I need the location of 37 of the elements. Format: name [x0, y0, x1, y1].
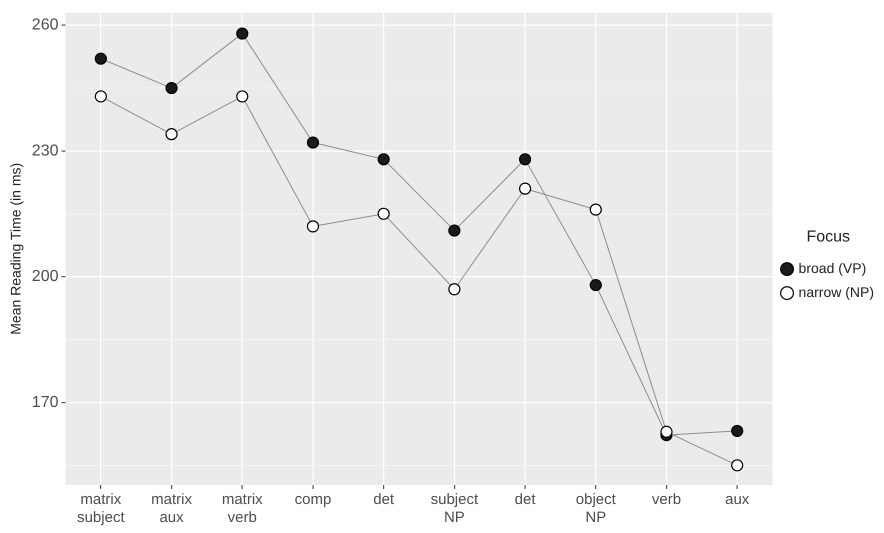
point [731, 424, 744, 438]
point [590, 204, 602, 216]
x-tick-label: subject NP [430, 491, 479, 526]
legend-label: broad (VP) [798, 260, 866, 276]
x-tick-label: aux [725, 491, 750, 508]
point [94, 90, 107, 103]
point [590, 278, 602, 292]
point [236, 27, 248, 40]
point [306, 220, 320, 232]
point [518, 153, 532, 166]
point [448, 224, 460, 237]
point [731, 459, 744, 472]
x-tick-label: verb [652, 491, 682, 508]
point [236, 90, 248, 103]
y-tick-label: 200 [32, 268, 59, 286]
point [165, 128, 178, 140]
x-tick-label: object NP [576, 491, 617, 526]
point [306, 136, 320, 149]
point [660, 426, 673, 438]
x-tick-label: det [514, 491, 536, 508]
y-axis-title: Mean Reading Time (in ms) [7, 162, 24, 335]
x-tick-label: comp [294, 491, 332, 508]
x-tick-label: matrix verb [222, 491, 264, 526]
point [378, 153, 390, 166]
point [165, 82, 178, 94]
x-tick-label: matrix subject [77, 491, 126, 526]
point [518, 182, 532, 195]
y-tick-label: 230 [32, 142, 59, 160]
point [448, 283, 460, 296]
legend-title: Focus [806, 228, 850, 246]
y-tick-label: 260 [32, 16, 59, 34]
x-tick-label: matrix aux [151, 491, 192, 526]
legend-label: narrow (NP) [798, 284, 874, 300]
x-tick-label: det [373, 491, 395, 508]
point [378, 208, 390, 220]
point [94, 52, 107, 65]
y-tick-label: 170 [32, 394, 59, 411]
